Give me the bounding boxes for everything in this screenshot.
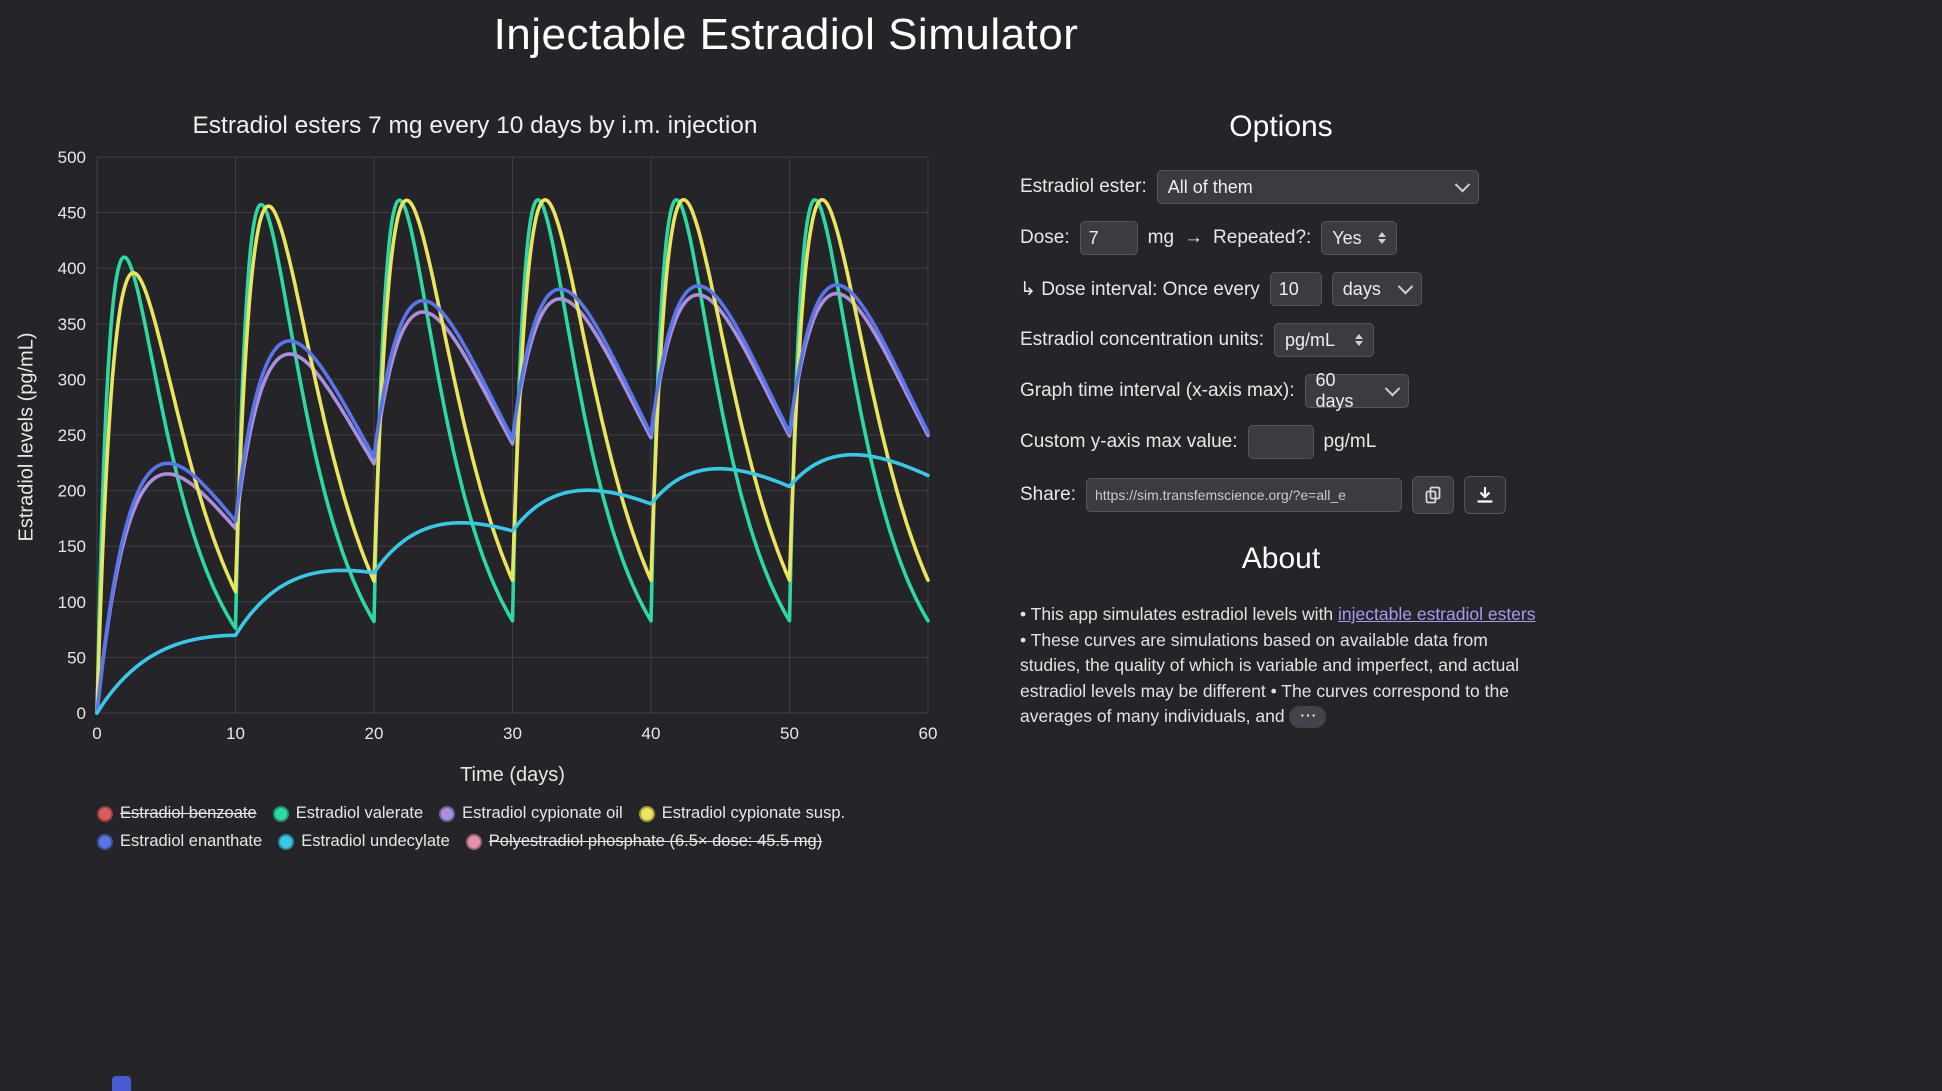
legend-item-polyestradiol-phosphate-6-5-dose-45-5-mg[interactable]: Polyestradiol phosphate (6.5× dose: 45.5…	[465, 832, 823, 851]
copy-icon	[1425, 486, 1441, 504]
interval-input[interactable]	[1269, 272, 1322, 306]
legend-label: Polyestradiol phosphate (6.5× dose: 45.5…	[488, 832, 823, 850]
arrow-right-icon: →	[1184, 227, 1204, 248]
units-select[interactable]: pg/mL	[1273, 323, 1374, 357]
svg-text:300: 300	[58, 370, 86, 389]
legend-label: Estradiol undecylate	[301, 832, 450, 850]
share-row: Share:	[1020, 476, 1542, 514]
legend-dot-icon	[278, 833, 295, 850]
repeated-label: Repeated?:	[1213, 227, 1312, 248]
ymax-input[interactable]	[1247, 425, 1314, 459]
legend-item-estradiol-undecylate[interactable]: Estradiol undecylate	[278, 832, 450, 851]
options-heading: Options	[1229, 110, 1333, 143]
legend-dot-icon	[439, 805, 456, 822]
legend-item-estradiol-benzoate[interactable]: Estradiol benzoate	[97, 804, 257, 823]
about-text-part1: • This app simulates estradiol levels wi…	[1020, 604, 1339, 624]
svg-text:0: 0	[92, 724, 101, 743]
legend-label: Estradiol cypionate oil	[462, 804, 623, 822]
about-text-part2: • These curves are simulations based on …	[1020, 629, 1520, 727]
estradiol-levels-chart[interactable]: 0 10 20 30 40 50 60 0 50 100 150 200 250 300 350 400 450…	[40, 147, 940, 797]
ester-select-value: All of them	[1167, 176, 1253, 197]
svg-text:100: 100	[58, 593, 86, 612]
svg-text:10: 10	[226, 724, 245, 743]
chevron-down-icon	[1397, 278, 1414, 294]
expand-more-button[interactable]: ⋯	[1289, 706, 1327, 729]
legend-label: Estradiol valerate	[295, 804, 424, 822]
legend-label: Estradiol benzoate	[120, 804, 257, 822]
options-panel: Options Estradiol ester: All of them Dos…	[1020, 110, 1542, 730]
svg-text:200: 200	[58, 482, 86, 501]
svg-text:20: 20	[365, 724, 384, 743]
share-label: Share:	[1020, 484, 1076, 505]
download-button[interactable]	[1463, 476, 1506, 514]
chart-legend: Estradiol benzoate Estradiol valerate Estr…	[97, 804, 917, 860]
ymax-row: Custom y-axis max value: pg/mL	[1020, 425, 1542, 459]
page-title: Injectable Estradiol Simulator	[493, 10, 1079, 59]
svg-text:450: 450	[58, 204, 86, 223]
svg-text:500: 500	[58, 148, 86, 167]
svg-text:Time (days): Time (days)	[460, 764, 565, 786]
ester-label: Estradiol ester:	[1020, 176, 1147, 197]
dose-row: Dose: mg → Repeated?: Yes	[1020, 221, 1542, 255]
download-icon	[1477, 486, 1493, 503]
ester-select[interactable]: All of them	[1156, 170, 1479, 204]
legend-dot-icon	[97, 805, 113, 822]
up-down-arrows-icon	[1354, 334, 1363, 346]
about-heading: About	[1241, 542, 1321, 575]
svg-text:30: 30	[503, 724, 522, 743]
share-url-input[interactable]	[1085, 478, 1402, 512]
injectable-esters-link[interactable]: injectable estradiol esters	[1338, 604, 1536, 624]
ymax-unit-label: pg/mL	[1323, 431, 1377, 452]
legend-dot-icon	[638, 805, 655, 822]
legend-item-estradiol-cypionate-oil[interactable]: Estradiol cypionate oil	[439, 804, 623, 823]
units-row: Estradiol concentration units: pg/mL	[1020, 323, 1542, 357]
interval-row: ↳ Dose interval: Once every days	[1020, 272, 1542, 306]
graph-interval-label: Graph time interval (x-axis max):	[1020, 380, 1295, 401]
svg-text:150: 150	[58, 537, 86, 556]
y-axis-title: Estradiol levels (pg/mL)	[15, 332, 38, 542]
copy-link-button[interactable]	[1411, 476, 1454, 514]
partial-element-bottom-left	[112, 1076, 131, 1091]
legend-dot-icon	[97, 833, 113, 850]
units-select-value: pg/mL	[1284, 329, 1335, 350]
about-text: • This app simulates estradiol levels wi…	[1020, 602, 1542, 730]
graph-interval-row: Graph time interval (x-axis max): 60 day…	[1020, 370, 1542, 411]
chevron-down-icon	[1384, 380, 1400, 396]
chevron-down-icon	[1454, 176, 1471, 192]
dose-input[interactable]	[1079, 221, 1138, 255]
svg-text:250: 250	[58, 426, 86, 445]
svg-text:350: 350	[58, 315, 86, 334]
svg-text:50: 50	[780, 724, 799, 743]
dose-unit-label: mg	[1147, 227, 1175, 248]
interval-label: ↳ Dose interval: Once every	[1020, 278, 1260, 300]
legend-item-estradiol-cypionate-susp[interactable]: Estradiol cypionate susp.	[638, 804, 846, 823]
svg-text:60: 60	[919, 724, 938, 743]
interval-unit-select[interactable]: days	[1331, 272, 1422, 306]
legend-item-estradiol-valerate[interactable]: Estradiol valerate	[272, 804, 424, 823]
legend-label: Estradiol cypionate susp.	[661, 804, 846, 822]
legend-item-estradiol-enanthate[interactable]: Estradiol enanthate	[97, 832, 262, 851]
repeated-select[interactable]: Yes	[1321, 221, 1398, 255]
chart-title: Estradiol esters 7 mg every 10 days by i…	[192, 112, 758, 139]
ester-row: Estradiol ester: All of them	[1020, 170, 1542, 204]
legend-dot-icon	[465, 833, 482, 850]
repeated-select-value: Yes	[1332, 227, 1362, 248]
legend-dot-icon	[272, 805, 289, 822]
dose-label: Dose:	[1020, 227, 1070, 248]
interval-unit-value: days	[1342, 278, 1381, 299]
up-down-arrows-icon	[1378, 232, 1387, 244]
svg-text:50: 50	[67, 648, 86, 667]
ymax-label: Custom y-axis max value:	[1020, 431, 1238, 452]
graph-interval-select[interactable]: 60 days	[1304, 370, 1409, 411]
svg-text:40: 40	[642, 724, 661, 743]
svg-text:400: 400	[58, 259, 86, 278]
graph-interval-value: 60 days	[1315, 370, 1354, 411]
svg-text:0: 0	[77, 704, 86, 723]
legend-label: Estradiol enanthate	[120, 832, 263, 850]
units-label: Estradiol concentration units:	[1020, 329, 1264, 350]
